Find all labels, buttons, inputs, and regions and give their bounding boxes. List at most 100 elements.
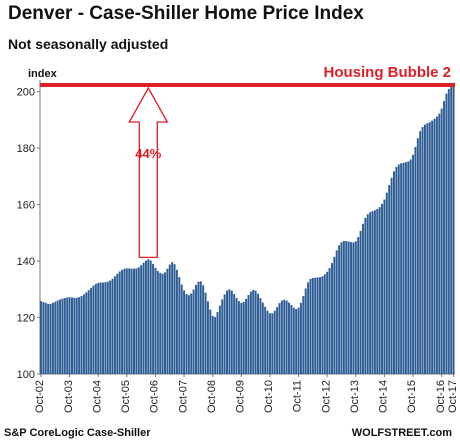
bar [94,283,97,374]
bar [350,242,353,374]
bar [214,316,217,374]
bar [445,93,448,375]
bar [85,292,88,374]
bar [321,276,324,374]
bar [381,204,384,374]
bar [226,290,228,374]
bar [412,154,415,374]
x-tick-label: Oct-15 [406,380,418,413]
bar [428,122,431,374]
bar [409,159,412,374]
bar [388,185,391,374]
bar [56,300,59,374]
x-tick-label: Oct-09 [235,380,247,413]
bar [426,123,429,375]
chart-title: Denver - Case-Shiller Home Price Index [8,3,364,24]
bar [190,293,193,374]
bar [63,298,66,374]
bar [137,267,140,374]
y-tick-label: 140 [17,256,35,268]
bar [252,289,255,374]
bar [416,138,419,374]
bar [152,263,155,374]
x-tick-label: Oct-17 [447,380,459,413]
x-tick-label: Oct-10 [263,380,275,413]
bar [168,264,171,374]
bar [335,250,338,374]
bar [431,120,434,374]
bar [156,270,159,374]
bar [328,268,331,374]
bar [82,294,85,374]
bar [149,260,152,374]
bar [423,124,426,375]
bar [347,241,350,374]
bar [228,289,231,374]
bar [261,302,264,374]
bar [106,281,109,374]
bar [443,100,446,375]
bar [90,287,93,374]
bar [87,290,90,374]
bar [440,108,443,374]
bar [352,242,355,374]
bar [75,297,78,374]
bar [330,263,333,374]
bar [144,260,147,374]
bar [271,313,274,374]
x-tick-label: Oct-14 [378,380,390,413]
bar [302,296,305,374]
bar [40,301,42,374]
bar [233,294,236,374]
bar [450,87,453,374]
bar [171,262,174,374]
bar [319,277,322,374]
brand-label: WOLFSTREET.com [351,427,452,439]
bar [197,281,200,374]
bar [187,295,190,374]
x-tick-label: Oct-02 [34,380,46,413]
bar [142,262,145,374]
y-tick-label: 100 [17,369,35,381]
bar [237,301,240,374]
bar [371,211,374,374]
bar [266,310,269,374]
bar [51,302,54,374]
bar [419,131,422,374]
bar [369,212,372,374]
bar [435,116,438,375]
bar [395,167,398,374]
y-tick-label: 120 [17,313,35,325]
bar [73,297,76,374]
bar [159,272,162,374]
bar [71,297,73,374]
bar [47,303,50,374]
bar [54,301,57,374]
x-tick-label: Oct-03 [63,380,75,413]
bar [78,297,81,374]
bar [49,303,52,374]
bar [326,271,329,374]
bar [254,290,257,374]
bar [218,305,221,374]
bar [392,171,395,374]
bar [125,268,128,374]
bar [407,161,410,374]
bar [288,302,291,374]
bar [240,302,243,374]
x-tick-label: Oct-11 [292,380,304,412]
y-tick-label: 200 [17,87,35,99]
bar [257,293,259,374]
bar [195,285,197,374]
bar [400,163,403,374]
bar [113,276,116,374]
bar [421,126,424,374]
bar [285,300,288,374]
bar [44,302,47,374]
bar [130,268,133,374]
bar [366,214,369,374]
bar [378,207,381,374]
bar [42,302,45,374]
bar [204,292,207,374]
